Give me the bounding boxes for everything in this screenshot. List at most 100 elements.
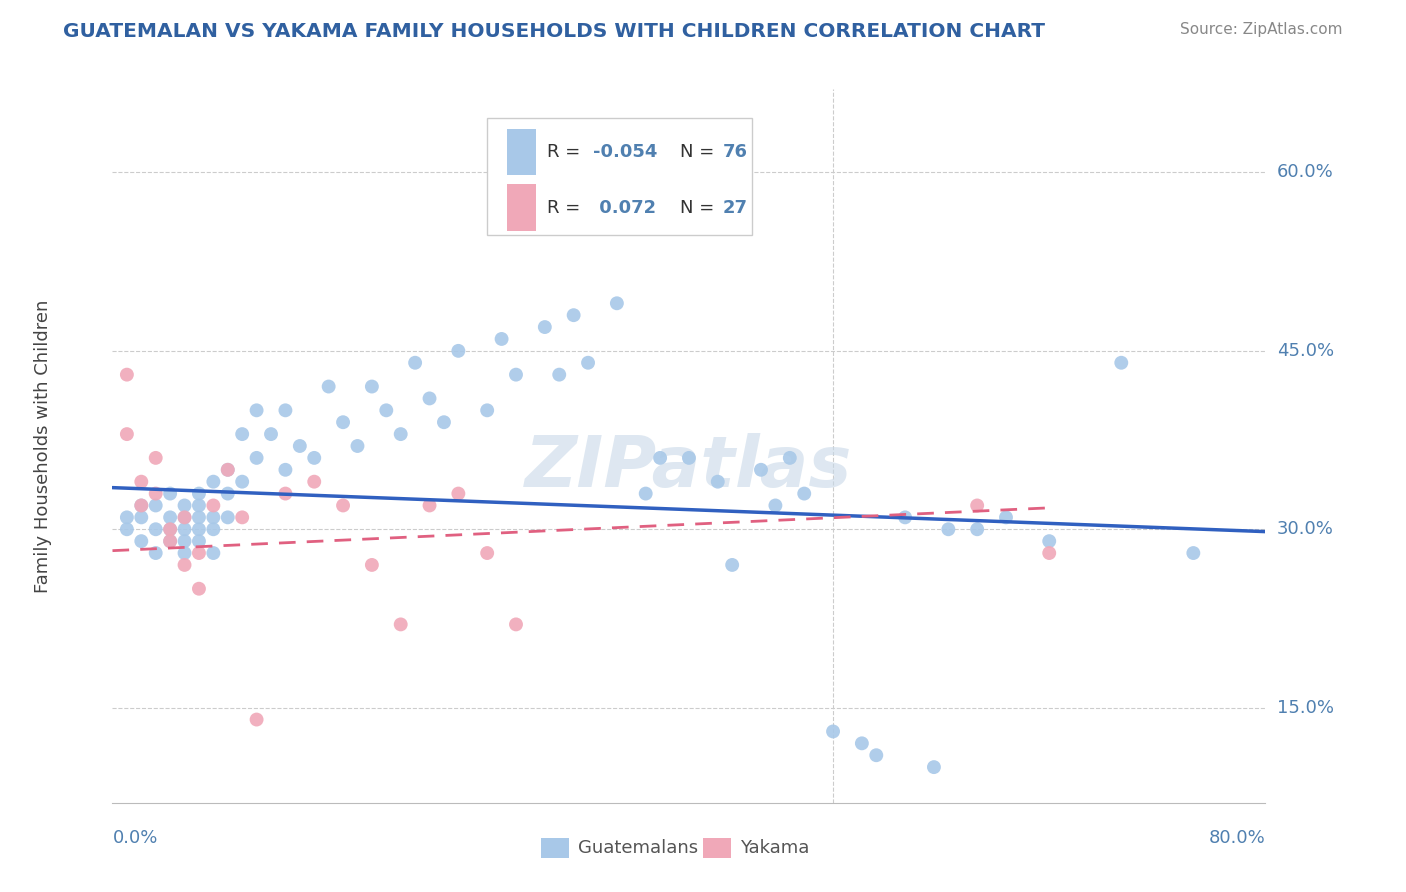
Point	[491, 332, 513, 346]
Point	[129, 534, 153, 549]
Point	[375, 403, 398, 417]
Text: 0.0%: 0.0%	[112, 829, 157, 847]
Text: -0.054: -0.054	[593, 144, 658, 161]
Point	[173, 546, 195, 560]
Point	[894, 510, 917, 524]
Point	[1182, 546, 1205, 560]
Point	[721, 558, 744, 572]
Point	[145, 499, 167, 513]
Point	[548, 368, 571, 382]
Point	[159, 534, 181, 549]
Point	[606, 296, 628, 310]
Point	[274, 403, 297, 417]
Text: R =: R =	[547, 144, 586, 161]
Text: ZIPatlas: ZIPatlas	[526, 433, 852, 502]
Point	[159, 522, 181, 536]
Point	[202, 546, 225, 560]
Point	[115, 522, 138, 536]
Text: 80.0%: 80.0%	[1209, 829, 1265, 847]
Point	[966, 499, 988, 513]
Point	[145, 450, 167, 465]
Point	[360, 558, 382, 572]
Point	[231, 510, 253, 524]
Point	[246, 403, 269, 417]
Point	[173, 499, 195, 513]
Point	[360, 379, 382, 393]
Point	[966, 522, 988, 536]
Point	[304, 450, 326, 465]
Point	[851, 736, 873, 750]
Point	[217, 510, 239, 524]
Point	[404, 356, 426, 370]
Text: GUATEMALAN VS YAKAMA FAMILY HOUSEHOLDS WITH CHILDREN CORRELATION CHART: GUATEMALAN VS YAKAMA FAMILY HOUSEHOLDS W…	[63, 22, 1045, 41]
Point	[217, 463, 239, 477]
Point	[188, 546, 211, 560]
Point	[202, 510, 225, 524]
Point	[173, 534, 195, 549]
Point	[505, 368, 527, 382]
Point	[318, 379, 340, 393]
Point	[129, 510, 153, 524]
Point	[1038, 534, 1060, 549]
Point	[634, 486, 657, 500]
Point	[173, 510, 195, 524]
Point	[159, 534, 181, 549]
Point	[995, 510, 1018, 524]
Point	[145, 522, 167, 536]
Point	[576, 356, 599, 370]
Point	[779, 450, 801, 465]
Point	[129, 499, 153, 513]
Point	[707, 475, 730, 489]
Point	[821, 724, 844, 739]
Point	[865, 748, 887, 763]
Point	[274, 463, 297, 477]
Point	[346, 439, 368, 453]
Text: 76: 76	[723, 144, 748, 161]
Point	[433, 415, 456, 429]
Point	[188, 499, 211, 513]
FancyBboxPatch shape	[506, 185, 536, 231]
Text: R =: R =	[547, 199, 586, 217]
Text: N =: N =	[679, 199, 720, 217]
Point	[173, 522, 195, 536]
Text: Family Households with Children: Family Households with Children	[34, 300, 52, 592]
Point	[202, 475, 225, 489]
Point	[922, 760, 945, 774]
Point	[202, 522, 225, 536]
Text: Source: ZipAtlas.com: Source: ZipAtlas.com	[1180, 22, 1343, 37]
Point	[129, 499, 153, 513]
Text: 15.0%: 15.0%	[1277, 698, 1334, 716]
Point	[389, 427, 412, 442]
Point	[188, 510, 211, 524]
Point	[173, 510, 195, 524]
Point	[188, 486, 211, 500]
Point	[304, 475, 326, 489]
Point	[129, 475, 153, 489]
Point	[145, 546, 167, 560]
Text: 0.072: 0.072	[593, 199, 657, 217]
Point	[332, 415, 354, 429]
Point	[159, 486, 181, 500]
Point	[562, 308, 585, 322]
Point	[534, 320, 557, 334]
Point	[419, 499, 441, 513]
Text: 30.0%: 30.0%	[1277, 520, 1334, 538]
Point	[145, 486, 167, 500]
Point	[159, 510, 181, 524]
Point	[765, 499, 787, 513]
Text: 27: 27	[723, 199, 748, 217]
Point	[678, 450, 700, 465]
Point	[246, 713, 269, 727]
Point	[188, 582, 211, 596]
Text: 45.0%: 45.0%	[1277, 342, 1334, 359]
Text: N =: N =	[679, 144, 720, 161]
Point	[217, 486, 239, 500]
Text: 60.0%: 60.0%	[1277, 163, 1334, 181]
FancyBboxPatch shape	[488, 118, 752, 235]
Point	[505, 617, 527, 632]
Point	[447, 486, 470, 500]
Point	[389, 617, 412, 632]
FancyBboxPatch shape	[506, 129, 536, 176]
Point	[288, 439, 311, 453]
Point	[936, 522, 959, 536]
